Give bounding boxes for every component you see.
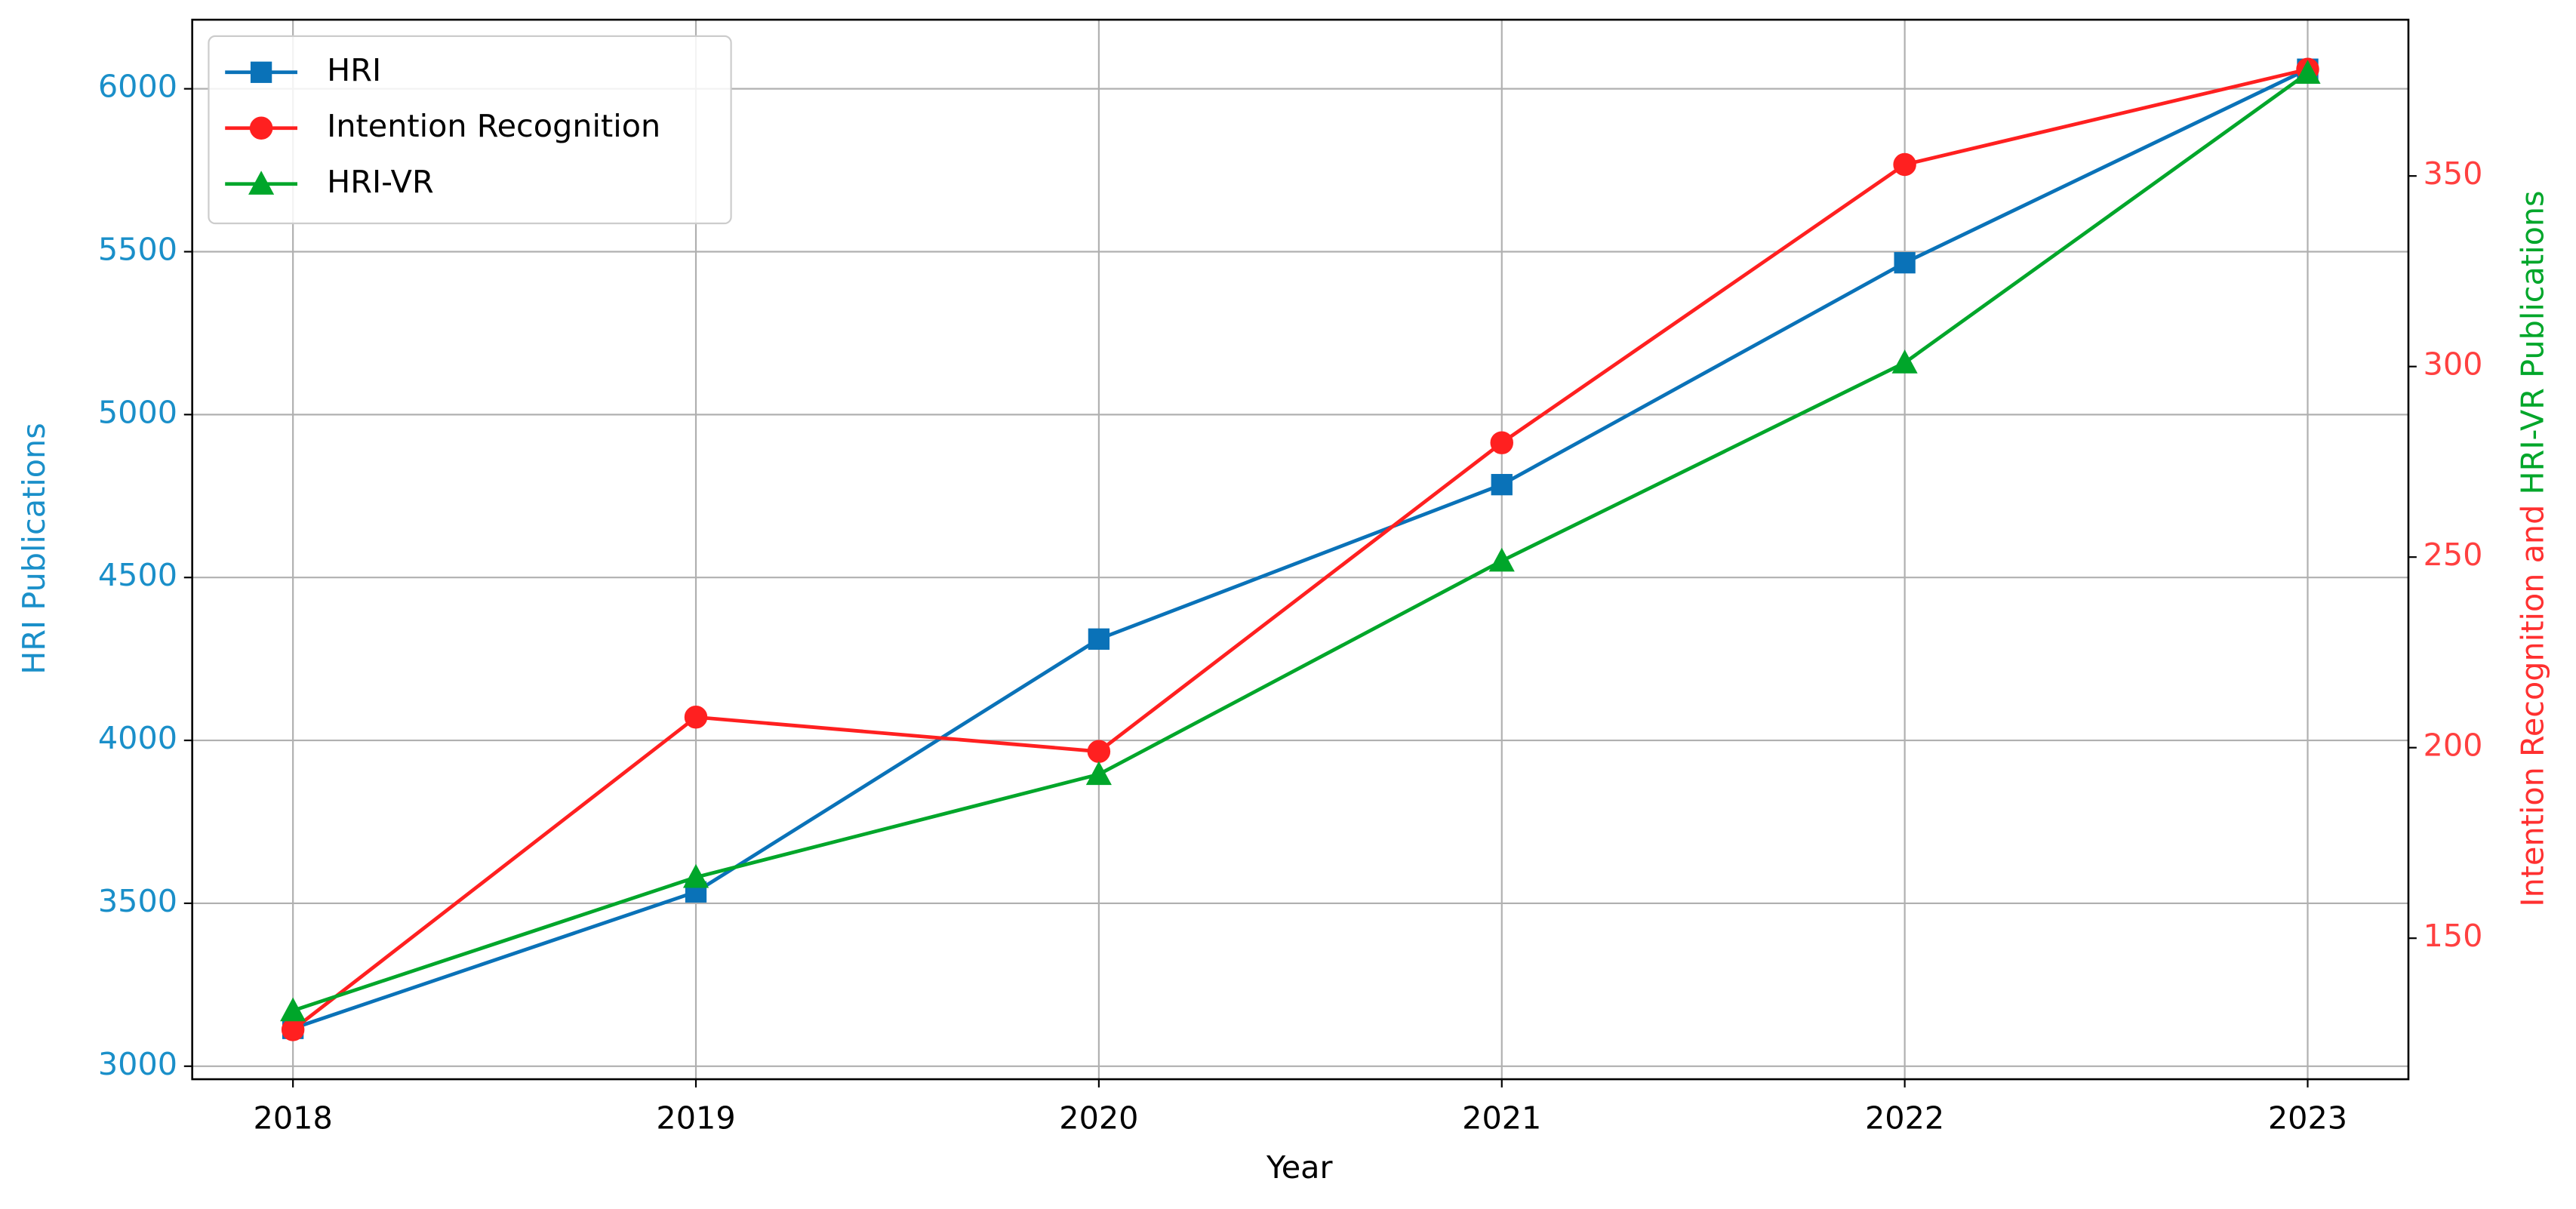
y2-axis-label: Intention Recognition and HRI-VR Publica… [2515, 190, 2551, 906]
series-line [291, 67, 2309, 1032]
y-tick-label: 4000 [98, 720, 177, 756]
marker [249, 116, 273, 140]
x-tick-label: 2023 [2268, 1100, 2347, 1136]
y-tick-label: 3000 [98, 1046, 177, 1082]
marker [1893, 152, 1916, 177]
legend: HRI Intention Recognition HRI-VR [208, 35, 732, 225]
marker [1085, 761, 1112, 786]
marker [1491, 474, 1513, 496]
series-line [292, 67, 2309, 1030]
marker [1088, 628, 1110, 650]
marker [1894, 252, 1916, 274]
x-tick-label: 2022 [1865, 1100, 1944, 1136]
y-tick-label: 5000 [98, 394, 177, 430]
x-tick-label: 2018 [254, 1100, 333, 1136]
y2-tick-label: 350 [2424, 155, 2483, 192]
marker [1488, 547, 1515, 572]
series-line [292, 71, 2309, 1013]
marker [682, 863, 709, 888]
legend-label: Intention Recognition [327, 108, 660, 144]
y2-label-part: HRI-VR Publications [2515, 190, 2551, 494]
y2-tick-label: 250 [2424, 537, 2483, 573]
marker [1891, 349, 1918, 374]
marker [281, 1018, 305, 1041]
marker [250, 61, 272, 83]
marker [1490, 431, 1513, 454]
legend-label: HRI [327, 52, 381, 88]
y-axis-label: HRI Publications [16, 423, 52, 675]
y2-tick-label: 200 [2424, 728, 2483, 764]
plot-frame [191, 18, 2410, 1081]
x-tick-label: 2021 [1462, 1100, 1541, 1136]
marker [2294, 60, 2321, 84]
legend-box [208, 35, 732, 225]
x-tick-label: 2020 [1059, 1100, 1138, 1136]
marker [280, 997, 306, 1022]
x-tick-label: 2019 [656, 1100, 735, 1136]
marker [1087, 740, 1111, 763]
grid [192, 20, 2408, 1080]
x-axis-label: Year [1266, 1149, 1333, 1186]
y-tick-label: 5500 [98, 231, 177, 267]
y2-tick-label: 150 [2424, 918, 2483, 954]
y-tick-label: 3500 [98, 883, 177, 919]
y-tick-label: 6000 [98, 69, 177, 105]
legend-label: HRI-VR [327, 164, 434, 200]
y2-label-part: Intention Recognition and [2515, 505, 2551, 907]
marker [248, 171, 275, 195]
marker [684, 706, 708, 729]
y-tick-label: 4500 [98, 557, 177, 593]
y2-tick-label: 300 [2424, 346, 2483, 383]
